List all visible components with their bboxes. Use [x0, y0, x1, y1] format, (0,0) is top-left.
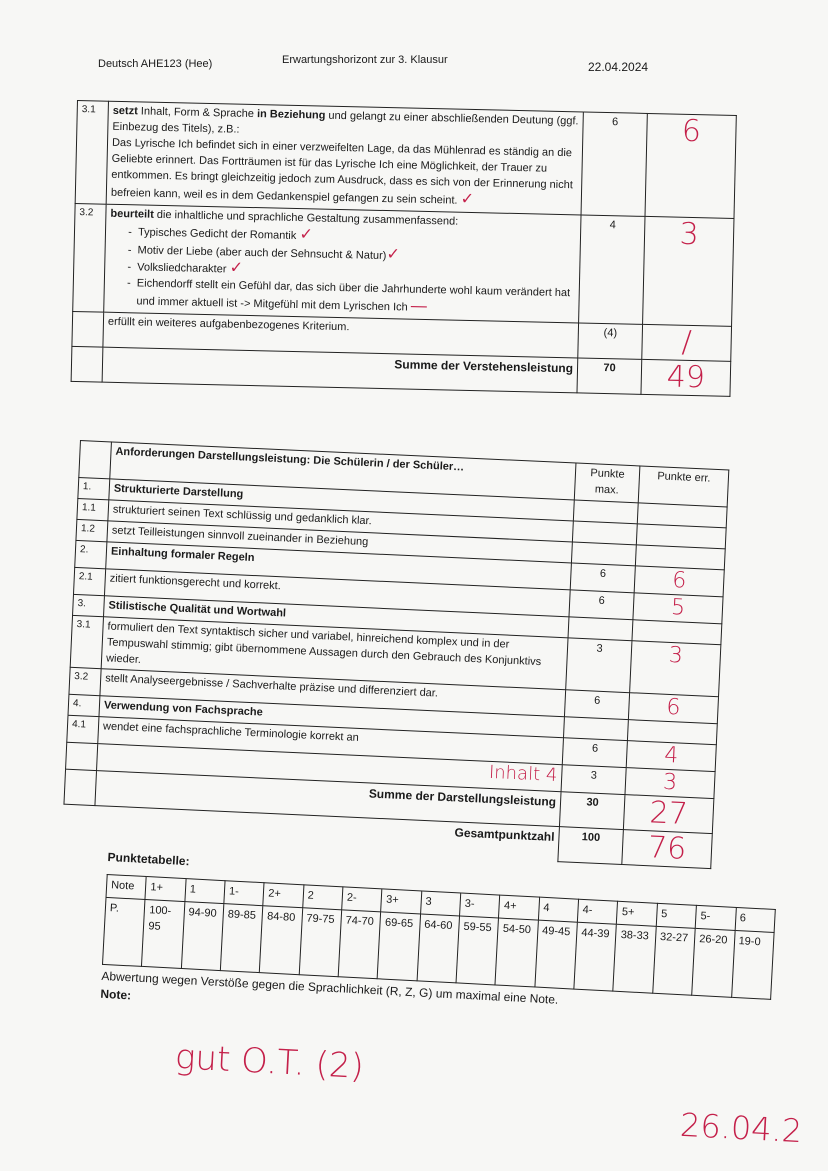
- course-label: Deutsch AHE123 (Hee): [98, 58, 213, 70]
- handwritten-grade: gut O.T. (2): [174, 1037, 365, 1087]
- grade-note: 3+: [381, 888, 422, 914]
- grade-note: 1+: [145, 876, 186, 902]
- row-number: 1.1: [76, 498, 109, 521]
- row-number: 3.: [72, 594, 105, 617]
- grade-note: 1: [184, 878, 226, 904]
- p-label: P.: [102, 897, 146, 967]
- checkmark-icon: ✓: [299, 225, 314, 243]
- col-points-earned: Punkte err.: [638, 465, 729, 507]
- points-earned: 4: [626, 741, 717, 773]
- points-max: 3: [561, 765, 627, 795]
- points-max: 6: [562, 738, 628, 768]
- row-number: 3.2: [68, 667, 102, 697]
- criterion-3-1: setzt Inhalt, Form & Sprache in Beziehun…: [106, 101, 584, 215]
- grade-note: 4: [538, 897, 579, 923]
- row-number: 3.1: [75, 100, 109, 204]
- row-number: 1.2: [75, 519, 108, 542]
- row-number: 1.: [77, 477, 110, 500]
- grade-points-range: 26-20: [691, 928, 735, 998]
- grade-points-range: 54-50: [495, 917, 539, 987]
- points-max: 4: [578, 214, 646, 325]
- grade-points-range: 94-90: [181, 901, 224, 971]
- grade-points-range: 44-39: [573, 922, 617, 992]
- grade-note: 5: [656, 903, 697, 929]
- grade-note: 3-: [459, 893, 501, 918]
- criterion-3-2: beurteilt die inhaltliche und sprachlich…: [103, 203, 582, 324]
- grade-points-range: 74-70: [338, 909, 382, 979]
- points-max: 6: [581, 111, 648, 217]
- points-earned: 6: [634, 565, 725, 597]
- document-title: Erwartungshorizont zur 3. Klausur: [282, 54, 448, 66]
- sum-max: 30: [559, 792, 625, 830]
- grade-note: 2+: [263, 882, 304, 908]
- grade-note: 1-: [223, 880, 265, 906]
- points-max: 6: [568, 589, 635, 620]
- points-earned: /: [641, 324, 732, 362]
- col-points-max: Punkte max.: [574, 463, 640, 503]
- note-label: Note: [106, 874, 147, 900]
- table-row: 3.2 beurteilt die inhaltliche und sprach…: [72, 203, 734, 327]
- points-max: 3: [565, 637, 632, 694]
- grade-note: 5+: [616, 901, 658, 927]
- grade-points-range: 69-65: [377, 911, 421, 981]
- points-max: [573, 499, 639, 524]
- total-max: 100: [557, 827, 624, 865]
- grade-points-range: 19-0: [731, 930, 775, 1000]
- points-earned: 3: [642, 216, 734, 327]
- grade-points-range: 100-95: [141, 899, 185, 969]
- grade-points-range: 84-80: [259, 905, 303, 975]
- verstehen-table: 3.1 setzt Inhalt, Form & Sprache in Bezi…: [71, 100, 737, 397]
- points-max: (4): [577, 323, 643, 360]
- checkmark-icon: ✓: [229, 259, 244, 278]
- row-number: 2.1: [73, 567, 106, 596]
- points-earned: 6: [628, 693, 719, 725]
- sum-earned: 27: [623, 794, 714, 834]
- points-max: [563, 717, 629, 742]
- handwritten-date: 26.04.2: [679, 1105, 804, 1151]
- grade-section: Punktetabelle: Note 1+ 1 1- 2+ 2 2- 3+ 3 3- 4+ 4 4- 5…: [100, 850, 777, 1036]
- row-number: 3.1: [70, 614, 104, 670]
- points-max: [572, 520, 638, 545]
- row-number: 4.: [67, 694, 100, 718]
- grade-note: 3: [420, 890, 461, 916]
- grade-points-range: 64-60: [416, 913, 460, 983]
- points-earned: 3: [624, 767, 716, 799]
- points-max: [571, 541, 637, 566]
- grade-note: 4+: [498, 895, 540, 921]
- points-earned: 3: [629, 640, 721, 698]
- points-earned: 5: [632, 592, 724, 624]
- sum-earned: 49: [640, 359, 731, 397]
- grade-points-range: 32-27: [652, 926, 696, 996]
- points-max: 6: [564, 690, 630, 721]
- grade-points-range: 38-33: [613, 924, 657, 994]
- row-number: 3.2: [72, 203, 107, 313]
- points-max: [568, 616, 633, 641]
- row-number: 2.: [74, 540, 107, 569]
- grade-points-range: 79-75: [298, 907, 342, 977]
- sum-max: 70: [576, 358, 642, 395]
- row-number: 4.1: [66, 715, 99, 744]
- grade-points-range: 59-55: [456, 915, 499, 985]
- dash-mark-icon: —: [410, 297, 427, 316]
- checkmark-icon: ✓: [460, 190, 475, 208]
- checkmark-icon: ✓: [386, 245, 401, 263]
- grade-points-range: 89-85: [220, 903, 264, 973]
- grade-note: 4-: [577, 899, 618, 925]
- grade-note: 2-: [341, 886, 383, 912]
- grade-points-range: 49-45: [534, 920, 578, 990]
- total-earned: 76: [621, 829, 713, 869]
- grade-note: 2: [302, 884, 343, 910]
- points-earned: 6: [645, 113, 737, 219]
- grade-note: 6: [734, 907, 776, 933]
- annotation-inhalt: Inhalt 4: [488, 762, 558, 787]
- grade-note: 5-: [695, 905, 736, 931]
- points-max: 6: [570, 562, 636, 593]
- document-date: 22.04.2024: [588, 60, 649, 74]
- darstellung-table: Anforderungen Darstellungsleistung: Die …: [62, 440, 729, 869]
- table-row: 3.1 setzt Inhalt, Form & Sprache in Bezi…: [75, 100, 737, 219]
